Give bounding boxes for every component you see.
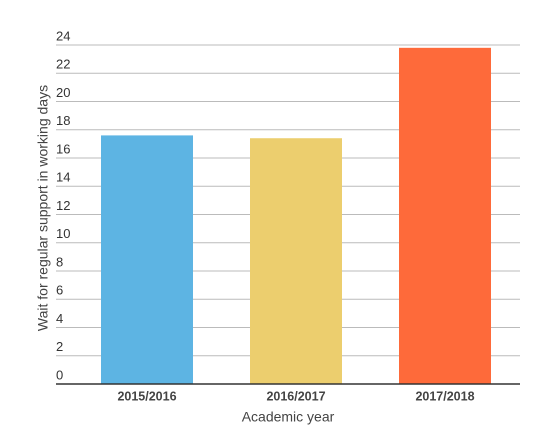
y-tick-label: 18 — [56, 113, 70, 128]
bar — [250, 138, 342, 384]
y-tick-label: 14 — [56, 170, 70, 185]
y-tick-label: 4 — [56, 311, 63, 326]
bar — [399, 47, 491, 384]
y-tick-label: 16 — [56, 141, 70, 156]
y-axis-title: Wait for regular support in working days — [35, 85, 51, 331]
x-tick-label: 2017/2018 — [415, 389, 474, 403]
y-tick-label: 12 — [56, 198, 70, 213]
x-axis-title: Academic year — [242, 409, 335, 425]
x-tick-label: 2016/2017 — [266, 389, 325, 403]
y-tick-label: 22 — [56, 57, 70, 72]
y-tick-label: 6 — [56, 283, 63, 298]
x-tick-label: 2015/2016 — [117, 389, 176, 403]
bar — [101, 135, 193, 384]
y-tick-label: 24 — [56, 28, 70, 43]
y-tick-label: 20 — [56, 85, 70, 100]
y-tick-label: 2 — [56, 339, 63, 354]
y-tick-label: 10 — [56, 226, 70, 241]
y-tick-label: 0 — [56, 367, 63, 382]
y-tick-label: 8 — [56, 254, 63, 269]
